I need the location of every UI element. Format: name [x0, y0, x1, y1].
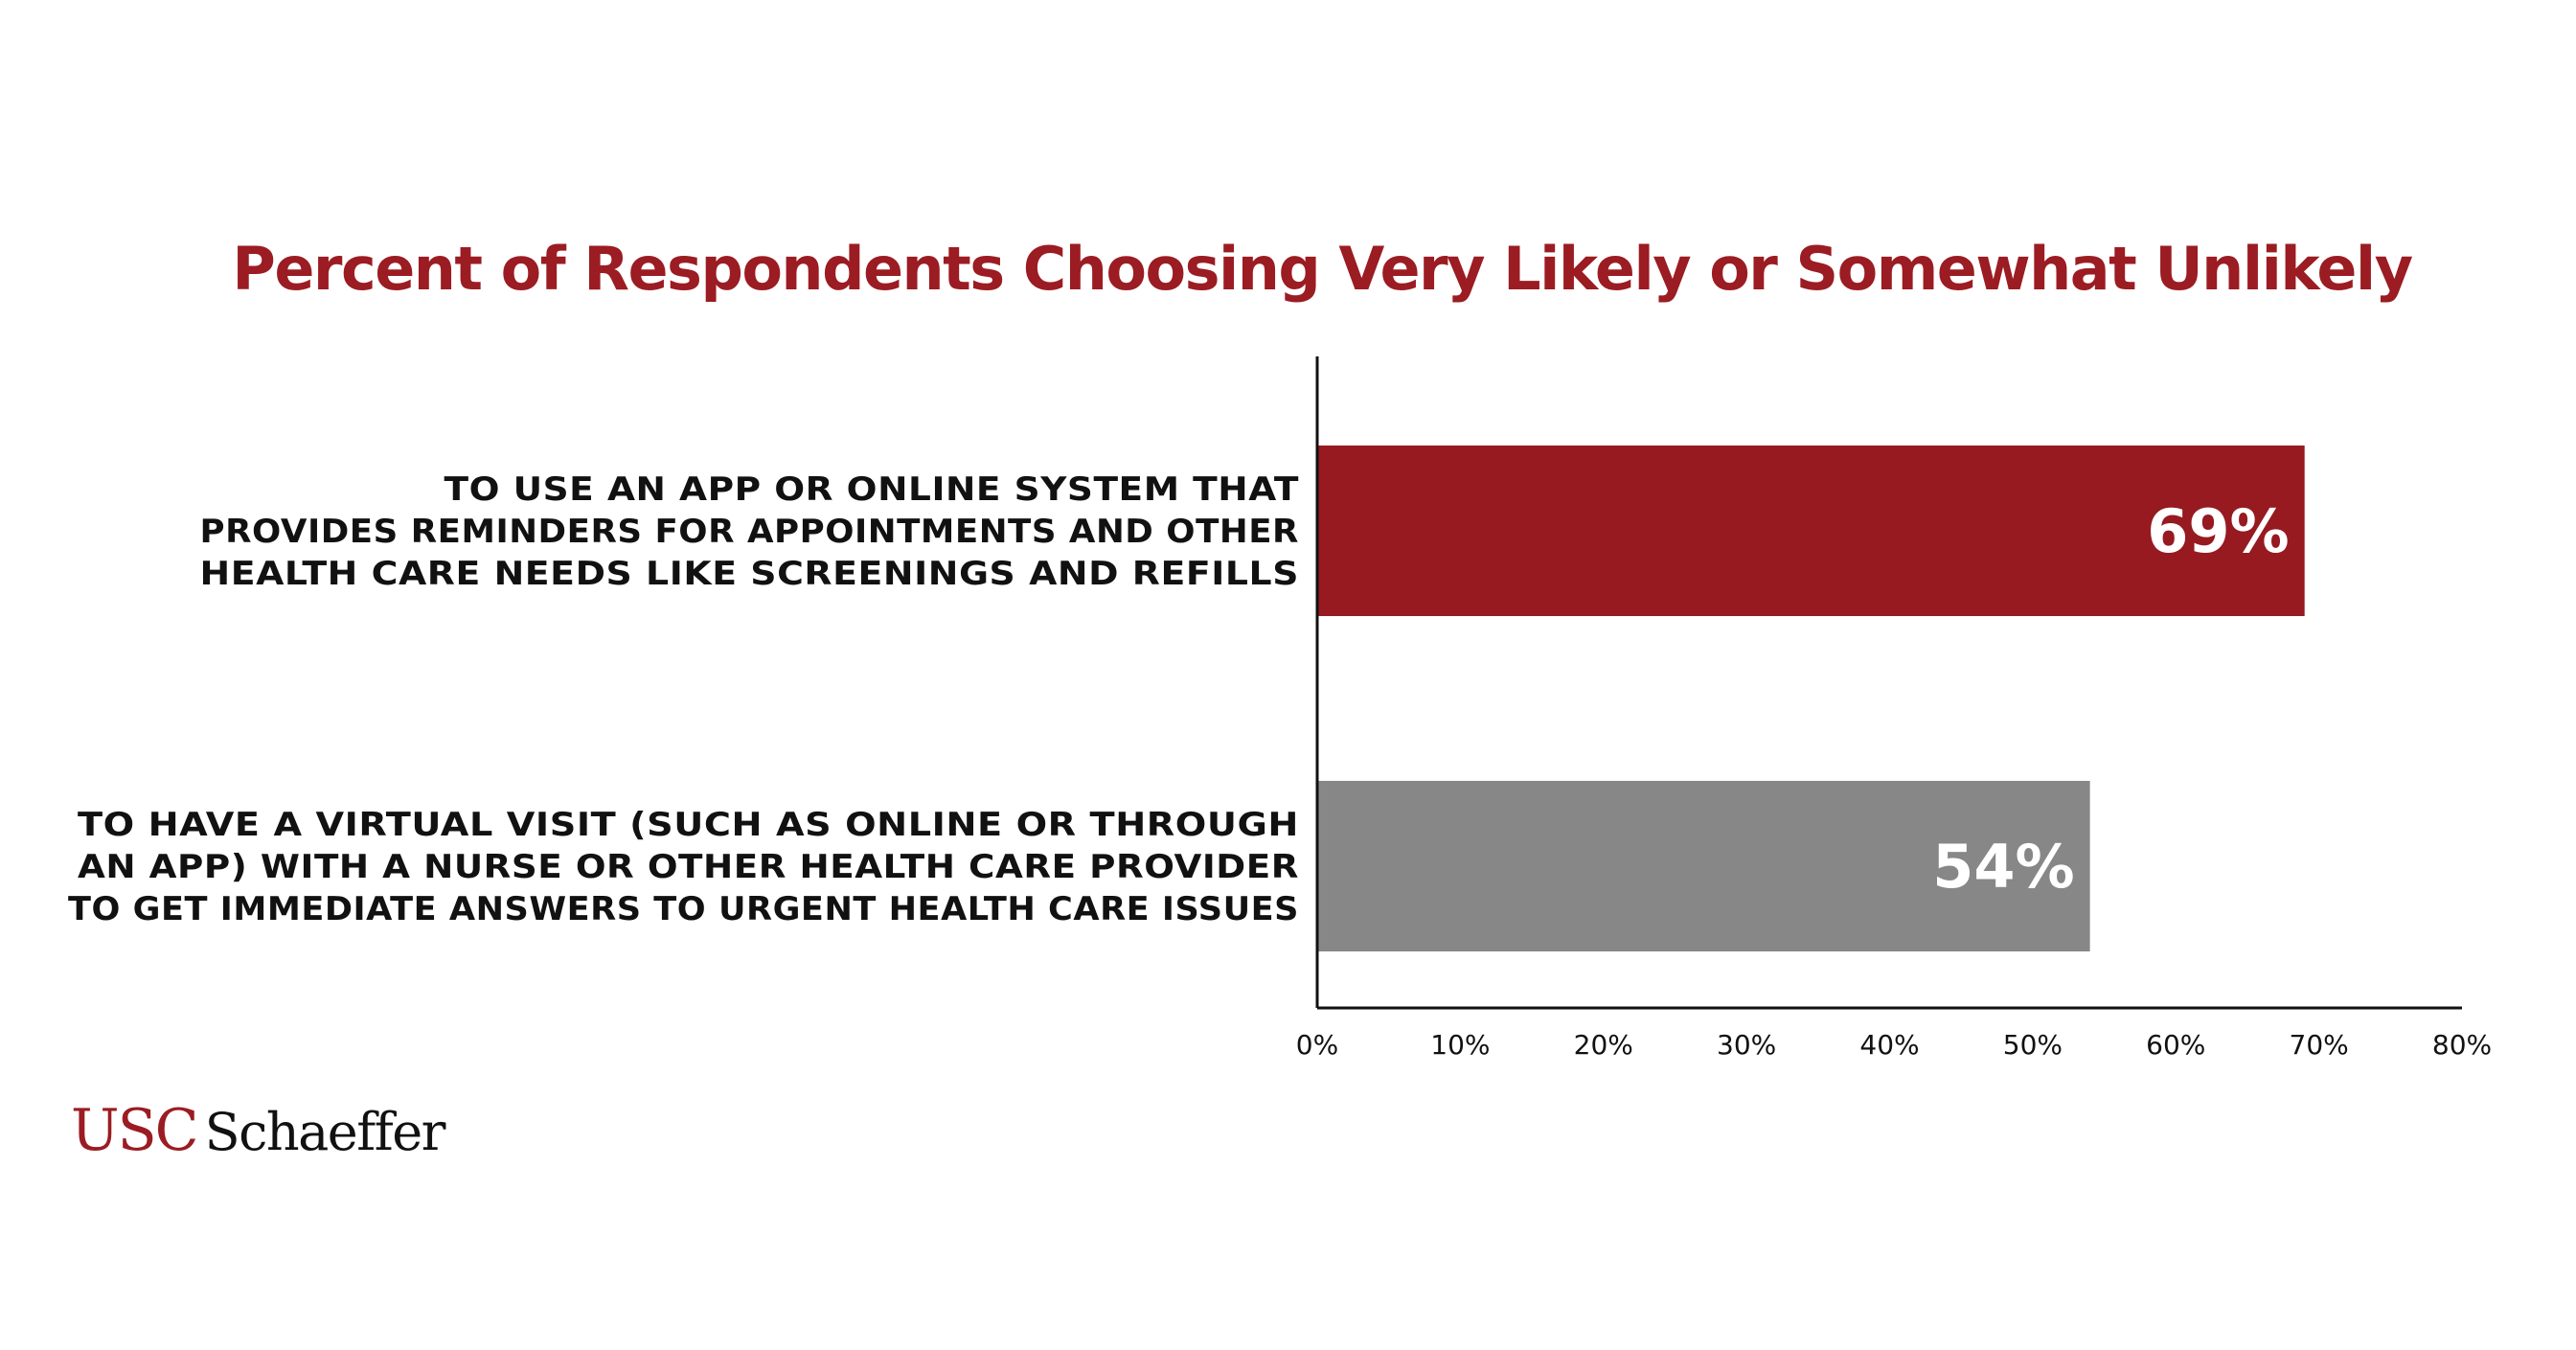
category-label-1-line-2: PROVIDES REMINDERS FOR APPOINTMENTS AND …: [200, 513, 1300, 551]
x-tick-label-70: 70%: [2290, 1029, 2349, 1061]
x-tick-label-40: 40%: [1859, 1029, 1919, 1061]
category-label-1-line-3: HEALTH CARE NEEDS LIKE SCREENINGS AND RE…: [200, 555, 1300, 593]
logo-usc-text: USC: [71, 1097, 199, 1164]
bar-2: [1317, 781, 2090, 951]
category-label-2-line-3: TO GET IMMEDIATE ANSWERS TO URGENT HEALT…: [68, 890, 1299, 928]
value-label-2: 54%: [1932, 832, 2074, 902]
x-tick-label-30: 30%: [1717, 1029, 1776, 1061]
x-tick-label-20: 20%: [1574, 1029, 1633, 1061]
usc-schaeffer-logo: USC Schaeffer: [71, 1102, 446, 1162]
x-tick-label-0: 0%: [1296, 1029, 1338, 1061]
x-tick-label-50: 50%: [2003, 1029, 2063, 1061]
category-label-2-line-1: TO HAVE A VIRTUAL VISIT (SUCH AS ONLINE …: [78, 806, 1299, 844]
category-labels: TO USE AN APP OR ONLINE SYSTEM THAT PROVI…: [68, 470, 1299, 928]
bars-layer: [1317, 446, 2305, 951]
x-tick-label-10: 10%: [1430, 1029, 1490, 1061]
x-axis-tick-labels: 0% 10% 20% 30% 40% 50% 60% 70% 80%: [1296, 1029, 2492, 1061]
chart-title: Percent of Respondents Choosing Very Lik…: [232, 234, 2413, 304]
x-tick-label-60: 60%: [2146, 1029, 2205, 1061]
logo-schaeffer-text: Schaeffer: [204, 1102, 446, 1162]
category-label-2-line-2: AN APP) WITH A NURSE OR OTHER HEALTH CAR…: [78, 848, 1299, 886]
value-label-1: 69%: [2147, 496, 2289, 566]
value-labels: 69% 54%: [1932, 496, 2289, 902]
category-label-1-line-1: TO USE AN APP OR ONLINE SYSTEM THAT: [445, 470, 1300, 509]
x-tick-label-80: 80%: [2432, 1029, 2492, 1061]
bar-1: [1317, 446, 2305, 616]
